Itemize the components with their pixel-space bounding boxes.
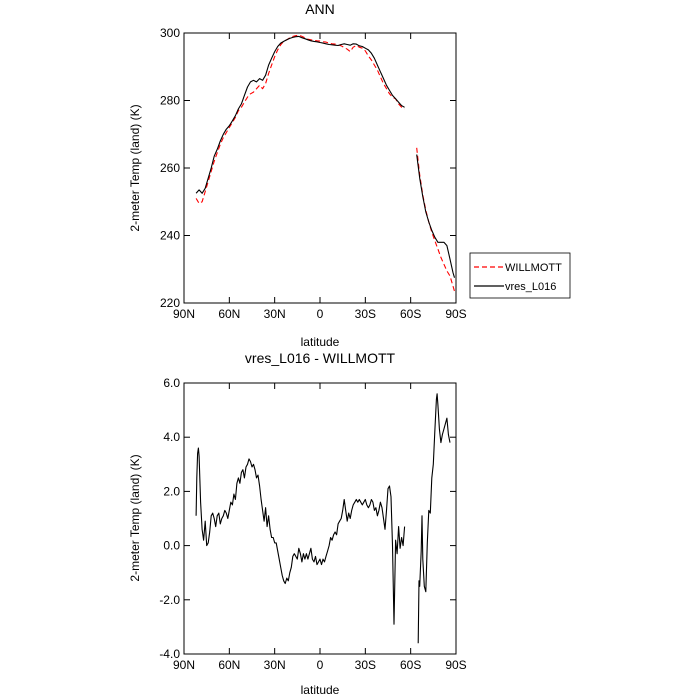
- y-tick-label: 6.0: [163, 376, 180, 390]
- panel-difference: vres_L016 - WILLMOTT 2-meter Temp (land)…: [128, 350, 467, 697]
- chart-title-bottom: vres_L016 - WILLMOTT: [245, 350, 396, 366]
- y-tick-label: 2.0: [163, 484, 180, 498]
- series-line-vres_l016: [416, 154, 456, 278]
- plot-frame-top: [183, 32, 457, 304]
- x-tick-label: 0: [317, 307, 324, 321]
- x-tick-label: 30S: [355, 658, 376, 672]
- y-tick-label: -2.0: [159, 593, 180, 607]
- x-tick-label: 90N: [173, 658, 195, 672]
- x-tick-label: 60S: [400, 307, 421, 321]
- x-tick-label: 60N: [218, 658, 240, 672]
- x-axis-label-bottom: latitude: [301, 683, 340, 697]
- y-axis-label-bottom: 2-meter Temp (land) (K): [128, 454, 142, 581]
- y-tick-label: 300: [160, 26, 180, 40]
- y-tick-label: 240: [160, 229, 180, 243]
- series-line-willmott: [416, 147, 456, 292]
- plot-frame-bottom: [183, 382, 457, 655]
- y-tick-label: 220: [160, 296, 180, 310]
- x-tick-label: 60N: [218, 307, 240, 321]
- y-axis-label-top: 2-meter Temp (land) (K): [128, 104, 142, 231]
- chart-title-top: ANN: [305, 1, 335, 17]
- legend-box: [469, 252, 571, 299]
- series-line-vres_l016: [195, 35, 405, 194]
- x-tick-label: 90S: [445, 307, 466, 321]
- x-tick-label: 90S: [445, 658, 466, 672]
- legend: WILLMOTT vres_L016: [469, 252, 571, 299]
- series-line-willmott: [195, 34, 405, 204]
- x-tick-label: 30S: [355, 307, 376, 321]
- y-tick-label: 4.0: [163, 430, 180, 444]
- y-tick-label: 280: [160, 94, 180, 108]
- x-tick-label: 90N: [173, 307, 195, 321]
- x-axis-label-top: latitude: [301, 335, 340, 349]
- legend-label-vres: vres_L016: [505, 281, 556, 293]
- panel-temperature: ANN 2-meter Temp (land) (K) latitude 90N…: [128, 1, 467, 349]
- series-line-difference: [195, 447, 406, 625]
- y-tick-label: 260: [160, 161, 180, 175]
- series-line-difference: [417, 393, 451, 644]
- legend-label-willmott: WILLMOTT: [505, 262, 562, 274]
- y-tick-label: -4.0: [159, 647, 180, 661]
- x-tick-label: 30N: [264, 658, 286, 672]
- x-tick-label: 0: [317, 658, 324, 672]
- x-tick-label: 60S: [400, 658, 421, 672]
- x-tick-label: 30N: [264, 307, 286, 321]
- y-tick-label: 0.0: [163, 539, 180, 553]
